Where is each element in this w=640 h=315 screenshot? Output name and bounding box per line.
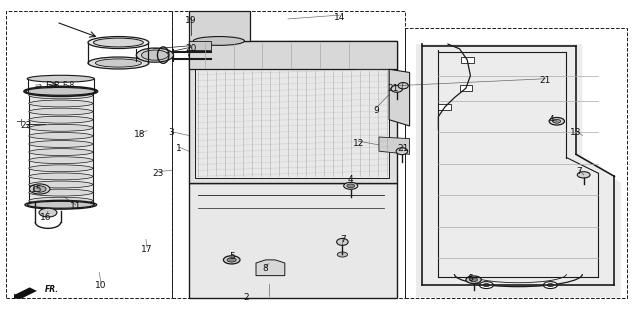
Bar	[438, 104, 451, 110]
Text: 15: 15	[31, 185, 43, 194]
Ellipse shape	[391, 85, 403, 92]
Text: 5: 5	[230, 252, 235, 261]
Ellipse shape	[470, 278, 477, 282]
Polygon shape	[189, 183, 397, 298]
Ellipse shape	[27, 201, 95, 208]
Text: 1: 1	[177, 144, 182, 153]
Bar	[172, 11, 405, 298]
Ellipse shape	[26, 88, 96, 95]
Bar	[195, 69, 389, 178]
Bar	[461, 57, 474, 63]
Bar	[460, 85, 472, 91]
Text: 9: 9	[374, 106, 379, 115]
Ellipse shape	[549, 117, 564, 125]
Ellipse shape	[95, 59, 141, 67]
Ellipse shape	[29, 108, 93, 115]
Text: 21: 21	[397, 144, 409, 152]
Polygon shape	[416, 44, 621, 298]
Ellipse shape	[88, 57, 149, 69]
Ellipse shape	[93, 38, 143, 47]
Ellipse shape	[29, 184, 50, 194]
Ellipse shape	[189, 51, 202, 59]
Polygon shape	[189, 41, 397, 183]
Ellipse shape	[29, 173, 93, 180]
Text: 10: 10	[95, 281, 107, 289]
Ellipse shape	[27, 75, 95, 82]
Ellipse shape	[553, 119, 561, 123]
Ellipse shape	[29, 132, 93, 139]
Ellipse shape	[136, 48, 173, 62]
Bar	[6, 11, 172, 298]
Ellipse shape	[227, 258, 236, 262]
Text: 22: 22	[20, 122, 31, 130]
Ellipse shape	[29, 157, 93, 164]
Text: 4: 4	[549, 115, 554, 124]
Ellipse shape	[347, 184, 355, 188]
Ellipse shape	[33, 186, 46, 192]
Text: 13: 13	[570, 128, 582, 137]
Ellipse shape	[337, 252, 348, 257]
Text: E-8: E-8	[62, 81, 74, 89]
Text: 21: 21	[387, 84, 399, 93]
Text: 21: 21	[540, 76, 551, 85]
Polygon shape	[189, 11, 250, 41]
Ellipse shape	[39, 208, 57, 217]
Ellipse shape	[479, 282, 493, 289]
Ellipse shape	[29, 140, 93, 147]
Ellipse shape	[223, 256, 240, 264]
Polygon shape	[389, 69, 410, 126]
Ellipse shape	[88, 37, 149, 49]
Ellipse shape	[29, 124, 93, 131]
Ellipse shape	[29, 189, 93, 196]
Ellipse shape	[29, 116, 93, 123]
Ellipse shape	[547, 284, 554, 287]
Ellipse shape	[29, 149, 93, 156]
Text: ─|: ─|	[16, 119, 22, 126]
Ellipse shape	[466, 276, 481, 284]
Ellipse shape	[29, 92, 93, 99]
Ellipse shape	[29, 181, 93, 188]
Text: 7: 7	[577, 167, 582, 176]
Text: 6: 6	[468, 274, 473, 283]
Text: 23: 23	[152, 169, 164, 178]
Ellipse shape	[344, 182, 358, 189]
Ellipse shape	[398, 83, 408, 89]
Text: 19: 19	[185, 16, 196, 25]
Ellipse shape	[543, 282, 557, 289]
Text: E-8: E-8	[45, 81, 60, 89]
Text: 2: 2	[244, 293, 249, 302]
Ellipse shape	[193, 37, 244, 45]
Text: FR.: FR.	[45, 285, 59, 294]
Text: 11: 11	[70, 202, 81, 211]
Ellipse shape	[483, 284, 490, 287]
Text: 4: 4	[348, 175, 353, 184]
Text: 18: 18	[134, 130, 145, 139]
Text: 12: 12	[353, 139, 364, 148]
Ellipse shape	[396, 148, 408, 155]
Text: 16: 16	[40, 213, 52, 222]
Ellipse shape	[29, 100, 93, 107]
Polygon shape	[256, 260, 285, 276]
Text: 14: 14	[333, 13, 345, 22]
Text: 3: 3	[169, 129, 174, 137]
Text: 20: 20	[185, 44, 196, 53]
Polygon shape	[189, 41, 211, 50]
Text: 17: 17	[141, 245, 153, 254]
Polygon shape	[379, 137, 410, 154]
Ellipse shape	[141, 50, 168, 60]
Text: 7: 7	[340, 235, 346, 244]
Ellipse shape	[337, 238, 348, 245]
Ellipse shape	[577, 172, 590, 178]
FancyArrow shape	[14, 287, 37, 299]
Ellipse shape	[29, 165, 93, 172]
Polygon shape	[29, 91, 93, 205]
Polygon shape	[189, 41, 397, 69]
Text: $\Rightarrow$: $\Rightarrow$	[33, 81, 44, 89]
Ellipse shape	[29, 197, 93, 204]
Text: 8: 8	[263, 264, 268, 273]
